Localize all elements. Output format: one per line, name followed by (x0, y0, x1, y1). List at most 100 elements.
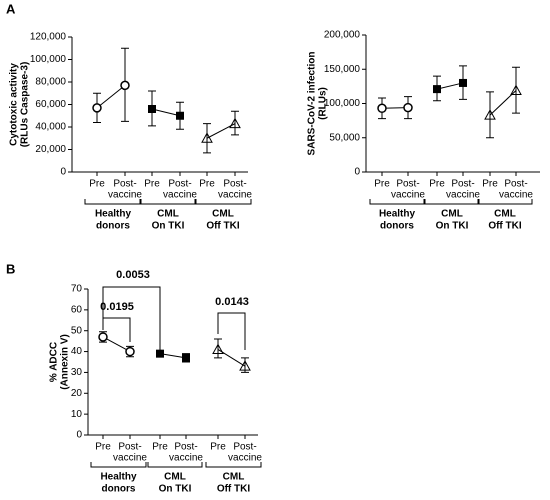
y-tick-label: 100,000 (324, 98, 361, 109)
group-label: On TKI (436, 221, 469, 232)
p-value: 0.0143 (215, 296, 249, 308)
point (148, 105, 156, 113)
x-tick-label: vaccine (108, 190, 142, 201)
point (92, 103, 102, 113)
group-line (151, 108, 181, 117)
group-label: CML (212, 209, 234, 220)
group-bracket (84, 199, 142, 205)
y-axis-label: (Annexin V) (60, 334, 71, 390)
y-tick-label: 30 (71, 367, 83, 378)
y-tick-label: 50 (71, 325, 83, 336)
group-label: donors (380, 221, 414, 232)
group-label: CML (164, 472, 186, 483)
y-tick-label: 50,000 (329, 132, 360, 143)
p-value: 0.0195 (100, 301, 134, 313)
error-bar (203, 123, 211, 154)
x-tick-label: vaccine (113, 453, 147, 464)
group-bracket (369, 199, 425, 205)
point (212, 343, 224, 354)
y-tick-label: 0 (60, 167, 66, 178)
point (403, 102, 413, 113)
group-label: donors (96, 221, 130, 232)
point (125, 346, 135, 357)
group-bracket (424, 199, 480, 205)
y-tick-label: 20 (71, 388, 83, 399)
group-label: Off TKI (206, 221, 240, 232)
x-tick-label: Pre (210, 442, 226, 453)
y-tick-label: 200,000 (324, 30, 361, 41)
x-tick-label: Post- (174, 442, 197, 453)
x-tick-label: Pre (429, 179, 445, 190)
x-tick-label: Post- (233, 442, 256, 453)
group-label: CML (223, 472, 245, 483)
x-tick-label: Pre (152, 442, 168, 453)
point (229, 117, 241, 129)
y-tick-label: 80,000 (35, 77, 66, 88)
group-label: Off TKI (488, 221, 522, 232)
x-tick-label: vaccine (163, 190, 197, 201)
x-tick-label: Pre (89, 179, 105, 190)
point (459, 78, 467, 87)
point (120, 80, 130, 91)
group-label: CML (157, 209, 179, 220)
point (433, 85, 441, 94)
group-bracket (194, 199, 252, 205)
y-tick-label: 0 (76, 430, 82, 441)
point (377, 103, 387, 114)
y-tick-label: 150,000 (324, 64, 361, 75)
panel-label: A (6, 1, 16, 16)
x-tick-label: Pre (374, 179, 390, 190)
x-tick-label: vaccine (218, 190, 252, 201)
group-label: Healthy (95, 209, 132, 220)
group-label: CML (494, 209, 516, 220)
x-tick-label: vaccine (391, 190, 425, 201)
x-tick-label: vaccine (228, 453, 262, 464)
y-tick-label: 10 (71, 409, 83, 420)
x-tick-label: vaccine (446, 190, 480, 201)
point (484, 109, 496, 120)
y-tick-label: 120,000 (30, 32, 67, 43)
group-label: Healthy (379, 209, 416, 220)
group-line (96, 84, 126, 109)
group-bracket (477, 199, 533, 205)
x-tick-label: Post- (168, 179, 191, 190)
group-label: donors (102, 484, 136, 495)
x-tick-label: Pre (95, 442, 111, 453)
y-tick-label: 100,000 (30, 54, 67, 65)
group-bracket (90, 462, 147, 468)
point (176, 111, 184, 120)
group-bracket (139, 199, 197, 205)
group-bracket (147, 462, 203, 468)
y-tick-label: 60,000 (35, 99, 66, 110)
y-axis-label: SARS-CoV-2 infection (307, 52, 318, 156)
y-axis-label: Cytotoxic activity (9, 63, 20, 146)
error-bar (231, 110, 239, 136)
y-tick-label: 40,000 (35, 122, 66, 133)
x-tick-label: Pre (199, 179, 215, 190)
point (201, 132, 213, 143)
x-tick-label: Pre (482, 179, 498, 190)
group-line (102, 336, 131, 353)
x-tick-label: Post- (223, 179, 246, 190)
x-tick-label: Post- (396, 179, 419, 190)
y-tick-label: 70 (71, 284, 83, 295)
group-label: On TKI (152, 221, 185, 232)
significance-bracket (102, 286, 161, 352)
panel-label: B (6, 261, 15, 276)
error-bar (214, 338, 222, 359)
point (239, 360, 251, 371)
error-bar (512, 66, 520, 114)
x-tick-label: Post- (118, 442, 141, 453)
x-tick-label: Post- (504, 179, 527, 190)
point (510, 84, 522, 95)
point (182, 353, 190, 362)
group-line (159, 353, 187, 359)
y-axis-label: (RLUs Caspase-3) (20, 62, 31, 148)
significance-bracket (217, 312, 246, 350)
group-bracket (205, 462, 262, 468)
error-bar (486, 91, 494, 139)
x-tick-label: vaccine (169, 453, 203, 464)
y-tick-label: 20,000 (35, 144, 66, 155)
group-label: Off TKI (217, 484, 251, 495)
